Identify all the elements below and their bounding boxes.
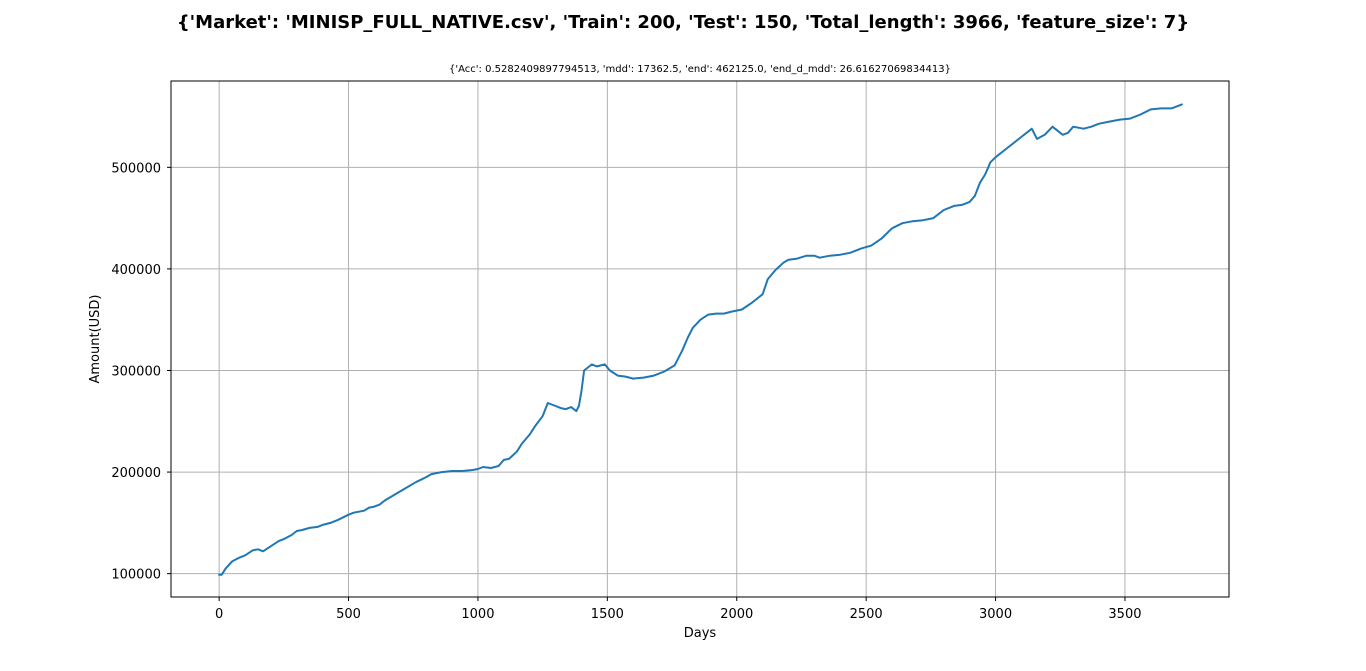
plot-area: 0 500 1000 1500 2000 2500 3000 3500 100000 200000… (111, 80, 1230, 622)
x-tick-label: 500 (336, 607, 361, 622)
axes-background (171, 81, 1229, 597)
y-tick-label: 300000 (111, 364, 161, 379)
y-tick-label: 400000 (111, 263, 161, 278)
grid (171, 81, 1229, 597)
x-tick-label: 2500 (850, 607, 883, 622)
y-tick-label: 200000 (111, 466, 161, 481)
series-layer (218, 103, 1183, 576)
x-tick-label: 1000 (461, 607, 494, 622)
y-tick-label: 500000 (111, 161, 161, 176)
chart-subtitle: {'Acc': 0.5282409897794513, 'mdd': 17362… (449, 64, 951, 75)
x-tick-label: 3000 (979, 607, 1012, 622)
x-axis-label: Days (684, 626, 717, 641)
x-tick-label: 3500 (1108, 607, 1141, 622)
ticks: 0 500 1000 1500 2000 2500 3000 3500 100000 200000… (111, 161, 1141, 622)
x-tick-label: 1500 (591, 607, 624, 622)
y-axis-label: Amount(USD) (88, 294, 103, 383)
y-tick-label: 100000 (111, 568, 161, 583)
chart-title: {'Market': 'MINISP_FULL_NATIVE.csv', 'Tr… (177, 12, 1189, 33)
axes-frame (170, 80, 1230, 598)
x-tick-label: 2000 (720, 607, 753, 622)
series-line-0 (218, 103, 1183, 576)
x-tick-label: 0 (215, 607, 223, 622)
